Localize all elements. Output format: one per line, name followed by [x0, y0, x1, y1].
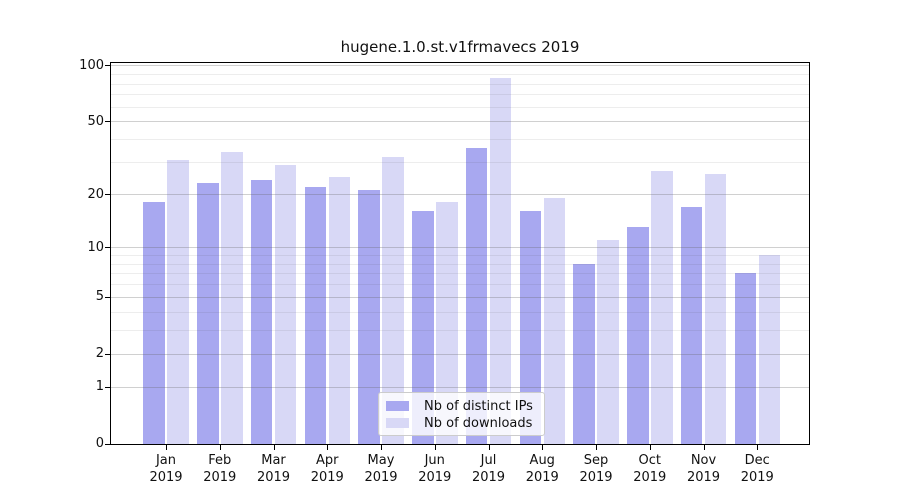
x-tick-jun — [434, 445, 436, 450]
x-tick-apr — [327, 445, 329, 450]
chart-title: hugene.1.0.st.v1frmavecs 2019 — [340, 38, 580, 56]
bar-aug-distinct-ips — [519, 211, 541, 444]
bar-jul-downloads — [489, 77, 512, 444]
x-tick-feb — [219, 445, 221, 450]
x-tick-oct — [649, 445, 651, 450]
bar-oct-downloads — [651, 170, 673, 444]
bar-apr-distinct-ips — [304, 186, 326, 444]
x-tick-label-oct: Oct 2019 — [633, 453, 667, 485]
x-tick-label-jan: Jan 2019 — [149, 453, 183, 485]
legend-swatch-distinct-ips — [386, 401, 409, 411]
bar-feb-distinct-ips — [197, 183, 219, 444]
y-tick-2 — [105, 354, 110, 355]
y-tick-100 — [105, 65, 110, 66]
legend-item-downloads: Nb of downloads — [386, 415, 532, 431]
bar-feb-downloads — [221, 152, 243, 444]
minor-gridline-80 — [111, 84, 809, 85]
y-tick-label-5: 5 — [95, 289, 104, 305]
bar-sep-downloads — [597, 239, 619, 444]
x-tick-nov — [703, 445, 705, 450]
x-tick-label-apr: Apr 2019 — [310, 453, 344, 485]
legend: Nb of distinct IPs Nb of downloads — [378, 392, 545, 436]
y-tick-label-100: 100 — [79, 57, 104, 73]
x-tick-aug — [542, 445, 544, 450]
minor-gridline-90 — [111, 74, 809, 75]
minor-gridline-4 — [111, 312, 809, 313]
bar-may-distinct-ips — [358, 190, 380, 444]
bar-nov-distinct-ips — [680, 206, 703, 444]
y-tick-label-0: 0 — [95, 436, 104, 451]
x-tick-may — [381, 445, 382, 450]
minor-gridline-6 — [111, 284, 809, 285]
bar-mar-downloads — [274, 164, 297, 444]
x-tick-jan — [166, 445, 167, 450]
x-tick-label-aug: Aug 2019 — [525, 453, 559, 485]
legend-swatch-downloads — [386, 418, 409, 428]
minor-gridline-30 — [111, 162, 809, 163]
y-tick-label-1: 1 — [95, 379, 104, 395]
x-tick-jul — [488, 445, 490, 450]
x-tick-sep — [596, 445, 597, 450]
bar-apr-downloads — [328, 176, 350, 444]
x-tick-label-nov: Nov 2019 — [686, 453, 721, 485]
x-tick-label-jun: Jun 2019 — [418, 453, 452, 485]
bar-jun-distinct-ips — [412, 211, 434, 444]
x-tick-label-mar: Mar 2019 — [256, 453, 291, 485]
x-tick-label-feb: Feb 2019 — [203, 453, 237, 485]
bar-jun-downloads — [436, 202, 458, 444]
minor-gridline-8 — [111, 264, 809, 265]
legend-label-downloads: Nb of downloads — [424, 415, 533, 431]
gridline-5 — [111, 297, 809, 298]
bar-nov-downloads — [704, 173, 727, 444]
gridline-20 — [111, 194, 809, 195]
y-tick-20 — [105, 194, 110, 195]
minor-gridline-70 — [111, 94, 809, 95]
gridline-1 — [111, 387, 809, 388]
y-tick-label-2: 2 — [95, 346, 104, 361]
bar-dec-distinct-ips — [734, 273, 756, 444]
y-tick-5 — [105, 297, 110, 298]
y-tick-1 — [105, 387, 110, 388]
x-tick-label-jul: Jul 2019 — [471, 453, 506, 485]
x-tick-label-dec: Dec 2019 — [740, 453, 774, 485]
bar-oct-distinct-ips — [627, 227, 649, 444]
y-tick-label-20: 20 — [87, 186, 104, 202]
y-tick-10 — [105, 247, 110, 248]
y-tick-label-50: 50 — [87, 113, 104, 129]
minor-gridline-9 — [111, 255, 809, 256]
bar-may-downloads — [382, 157, 404, 444]
x-tick-dec — [757, 445, 759, 450]
bar-dec-downloads — [758, 254, 780, 444]
bar-sep-distinct-ips — [573, 263, 595, 444]
x-tick-label-sep: Sep 2019 — [579, 453, 613, 485]
bar-jan-distinct-ips — [143, 202, 165, 444]
legend-item-distinct-ips: Nb of distinct IPs — [386, 398, 533, 414]
minor-gridline-40 — [111, 139, 809, 140]
gridline-10 — [111, 247, 809, 248]
minor-gridline-7 — [111, 273, 809, 274]
gridline-100 — [111, 65, 809, 66]
x-tick-label-may: May 2019 — [364, 453, 398, 485]
minor-gridline-3 — [111, 330, 809, 331]
bar-jul-distinct-ips — [465, 147, 488, 444]
gridline-50 — [111, 121, 809, 122]
gridline-2 — [111, 354, 809, 355]
bar-jan-downloads — [167, 159, 189, 444]
bar-mar-distinct-ips — [250, 179, 273, 444]
x-tick-mar — [273, 445, 275, 450]
y-tick-50 — [105, 121, 110, 122]
y-tick-0 — [105, 444, 110, 445]
y-tick-label-10: 10 — [87, 239, 104, 255]
legend-label-distinct-ips: Nb of distinct IPs — [424, 398, 533, 414]
minor-gridline-60 — [111, 107, 809, 108]
bar-aug-downloads — [543, 198, 565, 444]
